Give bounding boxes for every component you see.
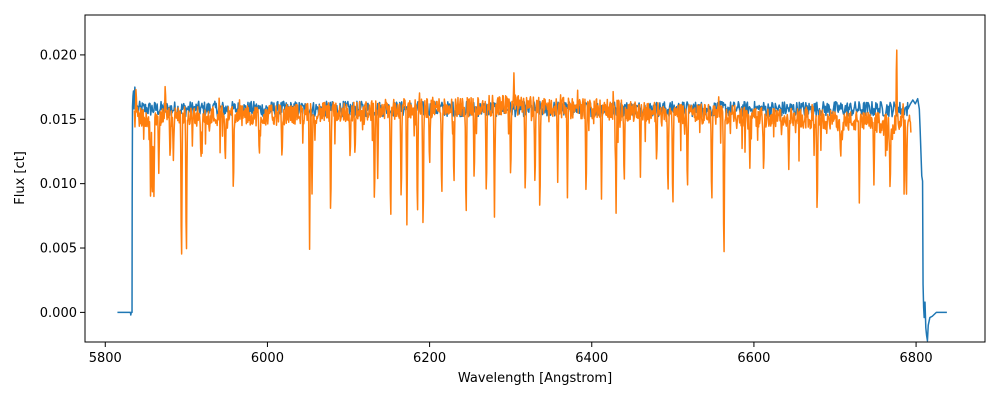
x-tick-label: 6200 — [413, 351, 446, 366]
plot-frame — [84, 14, 986, 343]
y-axis-ticks: 0.000 0.005 0.010 0.015 0.020 — [40, 48, 85, 321]
x-tick-label: 6800 — [900, 351, 933, 366]
y-tick-label: 0.000 — [40, 306, 77, 321]
y-axis-label: Flux [ct] — [13, 151, 28, 205]
x-tick-label: 6400 — [575, 351, 608, 366]
series-layer — [117, 49, 947, 342]
y-tick-label: 0.010 — [40, 177, 77, 192]
y-tick-label: 0.005 — [40, 242, 77, 257]
x-axis-label: Wavelength [Angstrom] — [458, 371, 612, 386]
y-tick-label: 0.015 — [40, 113, 77, 128]
x-tick-label: 5800 — [89, 351, 122, 366]
series-line — [133, 49, 912, 255]
x-axis-ticks: 5800 6000 6200 6400 6600 6800 — [89, 342, 933, 366]
y-tick-label: 0.020 — [40, 48, 77, 63]
x-tick-label: 6600 — [737, 351, 770, 366]
x-tick-label: 6000 — [251, 351, 284, 366]
